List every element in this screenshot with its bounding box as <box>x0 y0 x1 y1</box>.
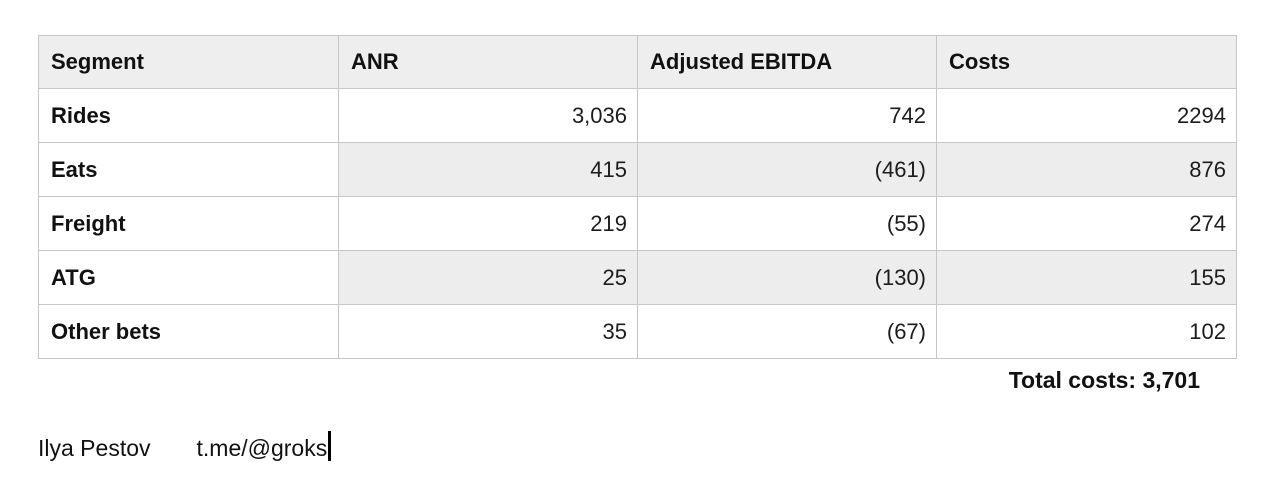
author-edit-line[interactable]: Ilya Pestov t.me/@groks <box>38 431 332 462</box>
segment-name-cell: Other bets <box>38 304 339 359</box>
author-link: t.me/@groks <box>196 435 328 461</box>
costs-cell: 876 <box>936 142 1237 197</box>
ebitda-cell: (461) <box>637 142 937 197</box>
costs-cell: 102 <box>936 304 1237 359</box>
table-row-atg: ATG 25 (130) 155 <box>38 250 1237 305</box>
costs-cell: 155 <box>936 250 1237 305</box>
total-costs-text: Total costs: 3,701 <box>1008 367 1200 393</box>
table-header-row: Segment ANR Adjusted EBITDA Costs <box>38 35 1237 89</box>
column-header-segment: Segment <box>38 35 339 89</box>
table-row-other-bets: Other bets 35 (67) 102 <box>38 304 1237 359</box>
segment-name-cell: ATG <box>38 250 339 305</box>
segments-table: Segment ANR Adjusted EBITDA Costs Rides … <box>38 35 1237 359</box>
text-caret <box>328 431 332 461</box>
ebitda-cell: (55) <box>637 196 937 251</box>
segment-name-cell: Rides <box>38 88 339 143</box>
ebitda-cell: 742 <box>637 88 937 143</box>
segment-name-cell: Eats <box>38 142 339 197</box>
table-row-eats: Eats 415 (461) 876 <box>38 142 1237 197</box>
anr-cell: 415 <box>338 142 638 197</box>
costs-cell: 274 <box>936 196 1237 251</box>
column-header-anr: ANR <box>338 35 638 89</box>
costs-cell: 2294 <box>936 88 1237 143</box>
table-row-freight: Freight 219 (55) 274 <box>38 196 1237 251</box>
anr-cell: 219 <box>338 196 638 251</box>
column-header-adjusted-ebitda: Adjusted EBITDA <box>637 35 937 89</box>
anr-cell: 25 <box>338 250 638 305</box>
table-row-rides: Rides 3,036 742 2294 <box>38 88 1237 143</box>
anr-cell: 3,036 <box>338 88 638 143</box>
ebitda-cell: (130) <box>637 250 937 305</box>
author-name: Ilya Pestov <box>38 435 151 461</box>
column-header-costs: Costs <box>936 35 1237 89</box>
segment-name-cell: Freight <box>38 196 339 251</box>
anr-cell: 35 <box>338 304 638 359</box>
ebitda-cell: (67) <box>637 304 937 359</box>
